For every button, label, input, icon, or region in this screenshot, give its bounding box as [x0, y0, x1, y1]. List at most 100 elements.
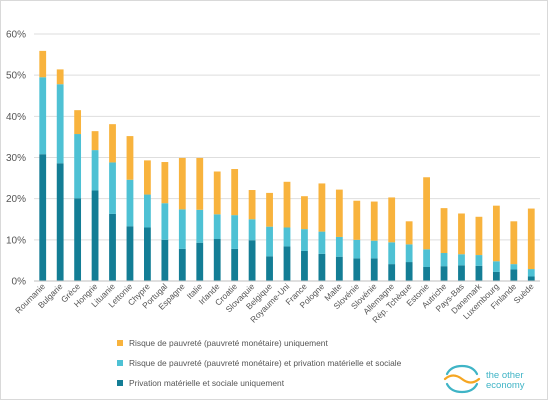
bar-segment-material-only: [510, 269, 518, 281]
y-tick-label: 10%: [6, 235, 26, 246]
bar-segment-material-only: [109, 213, 116, 281]
bar-segment-monetary-only: [248, 190, 256, 220]
bar-segment-monetary-only: [74, 110, 82, 135]
logo-text-line2: economy: [486, 380, 525, 391]
bar-segment-monetary-and-material: [335, 236, 343, 257]
legend-swatch-monetary-only: [117, 340, 123, 346]
bar-segment-monetary-only: [388, 197, 396, 243]
bar-segment-monetary-and-material: [161, 203, 169, 240]
bar-segment-monetary-only: [196, 157, 204, 210]
bar-segment-monetary-and-material: [527, 269, 535, 277]
bar-segment-monetary-and-material: [510, 264, 518, 270]
y-tick-label: 60%: [6, 30, 26, 41]
bar-segment-monetary-only: [423, 177, 430, 250]
bar-segment-monetary-only: [283, 181, 291, 228]
bar-segment-monetary-only: [405, 221, 413, 245]
bar-segment-monetary-and-material: [39, 77, 47, 155]
bar-segment-material-only: [161, 239, 169, 281]
bar-segment-monetary-only: [39, 50, 47, 78]
bar-segment-monetary-and-material: [458, 254, 465, 266]
bar-segment-monetary-and-material: [370, 240, 378, 259]
bar-segment-material-only: [301, 250, 308, 281]
y-axis-ticks: 0% 10% 20% 30% 40% 50% 60%: [6, 30, 26, 288]
bar-segment-material-only: [318, 253, 326, 281]
bar-segment-monetary-and-material: [74, 134, 82, 199]
legend-label-monetary-only: Risque de pauvreté (pauvreté monétaire) …: [129, 338, 328, 348]
bar-segment-monetary-and-material: [91, 150, 99, 191]
bar-segment-material-only: [283, 246, 291, 281]
bar-segment-monetary-only: [178, 157, 186, 210]
bar-segment-material-only: [353, 258, 361, 281]
bar-segment-monetary-only: [510, 221, 518, 265]
legend: Risque de pauvreté (pauvreté monétaire) …: [117, 338, 402, 388]
logo-text-line1: the other: [486, 370, 524, 381]
bar-segment-monetary-and-material: [126, 179, 134, 227]
bar-segment-monetary-and-material: [196, 209, 204, 243]
legend-swatch-monetary-and-material: [117, 360, 123, 366]
bar-segment-material-only: [388, 264, 396, 281]
bar-segment-monetary-and-material: [178, 209, 186, 249]
bar-segment-monetary-and-material: [492, 261, 500, 272]
bar-segment-monetary-only: [475, 216, 483, 256]
bar-segment-material-only: [423, 267, 430, 281]
bar-segment-monetary-only: [335, 189, 343, 237]
bar-segment-material-only: [370, 258, 378, 281]
bar-segment-material-only: [126, 226, 134, 281]
bar-segment-monetary-and-material: [283, 227, 291, 247]
bar-segment-monetary-only: [440, 208, 448, 253]
bar-segment-monetary-and-material: [318, 231, 326, 254]
bar-segment-material-only: [39, 154, 47, 281]
bar-segment-monetary-and-material: [248, 219, 256, 241]
bar-segment-material-only: [266, 256, 273, 281]
bar-segment-monetary-only: [231, 169, 239, 216]
bar-segment-monetary-and-material: [231, 215, 239, 249]
bar-segment-monetary-only: [144, 160, 151, 195]
bar-segment-monetary-only: [301, 196, 308, 230]
bar-segment-material-only: [91, 190, 99, 281]
bar-segment-monetary-and-material: [109, 162, 116, 214]
bar-segment-material-only: [335, 256, 343, 281]
bar-segment-monetary-and-material: [213, 214, 221, 240]
bar-segment-monetary-only: [492, 205, 500, 262]
x-axis-ticks: RoumanieBulgarieGrèceHongrieLituanieLett…: [13, 281, 536, 325]
bar-segment-monetary-only: [458, 213, 465, 255]
bar-segment-material-only: [74, 198, 82, 281]
legend-label-material-only: Privation matérielle et sociale uniqueme…: [129, 378, 285, 388]
bars-layer: [39, 50, 535, 281]
bar-segment-monetary-only: [318, 183, 326, 232]
bar-segment-monetary-only: [213, 171, 221, 215]
y-tick-label: 50%: [6, 71, 26, 82]
bar-segment-material-only: [475, 265, 483, 281]
bar-segment-material-only: [144, 227, 151, 281]
bar-segment-monetary-and-material: [353, 239, 361, 259]
bar-segment-monetary-only: [353, 200, 361, 240]
bar-segment-material-only: [196, 242, 204, 281]
bar-segment-monetary-only: [126, 136, 134, 180]
y-tick-label: 30%: [6, 153, 26, 164]
legend-swatch-material-only: [117, 380, 123, 386]
bar-segment-monetary-and-material: [301, 229, 308, 251]
logo-wave-icon: [443, 364, 481, 394]
legend-label-monetary-and-material: Risque de pauvreté (pauvreté monétaire) …: [129, 358, 402, 368]
bar-segment-monetary-only: [56, 69, 64, 85]
bar-segment-material-only: [440, 266, 448, 281]
bar-segment-material-only: [458, 265, 465, 281]
bar-segment-monetary-and-material: [475, 255, 483, 266]
bar-segment-monetary-and-material: [266, 226, 273, 257]
bar-segment-monetary-only: [370, 201, 378, 241]
bar-segment-material-only: [178, 248, 186, 281]
bar-segment-monetary-only: [527, 208, 535, 270]
bar-segment-monetary-and-material: [440, 253, 448, 267]
bar-segment-material-only: [213, 239, 221, 281]
bar-segment-monetary-only: [91, 131, 99, 151]
bar-segment-material-only: [405, 262, 413, 281]
bar-segment-monetary-and-material: [144, 194, 151, 228]
logo: the other economy: [443, 364, 525, 394]
y-tick-label: 0%: [12, 277, 27, 288]
bar-segment-material-only: [231, 248, 239, 281]
bar-segment-monetary-and-material: [388, 242, 396, 265]
bar-segment-material-only: [527, 276, 535, 281]
x-tick-label: Suède: [511, 281, 535, 305]
